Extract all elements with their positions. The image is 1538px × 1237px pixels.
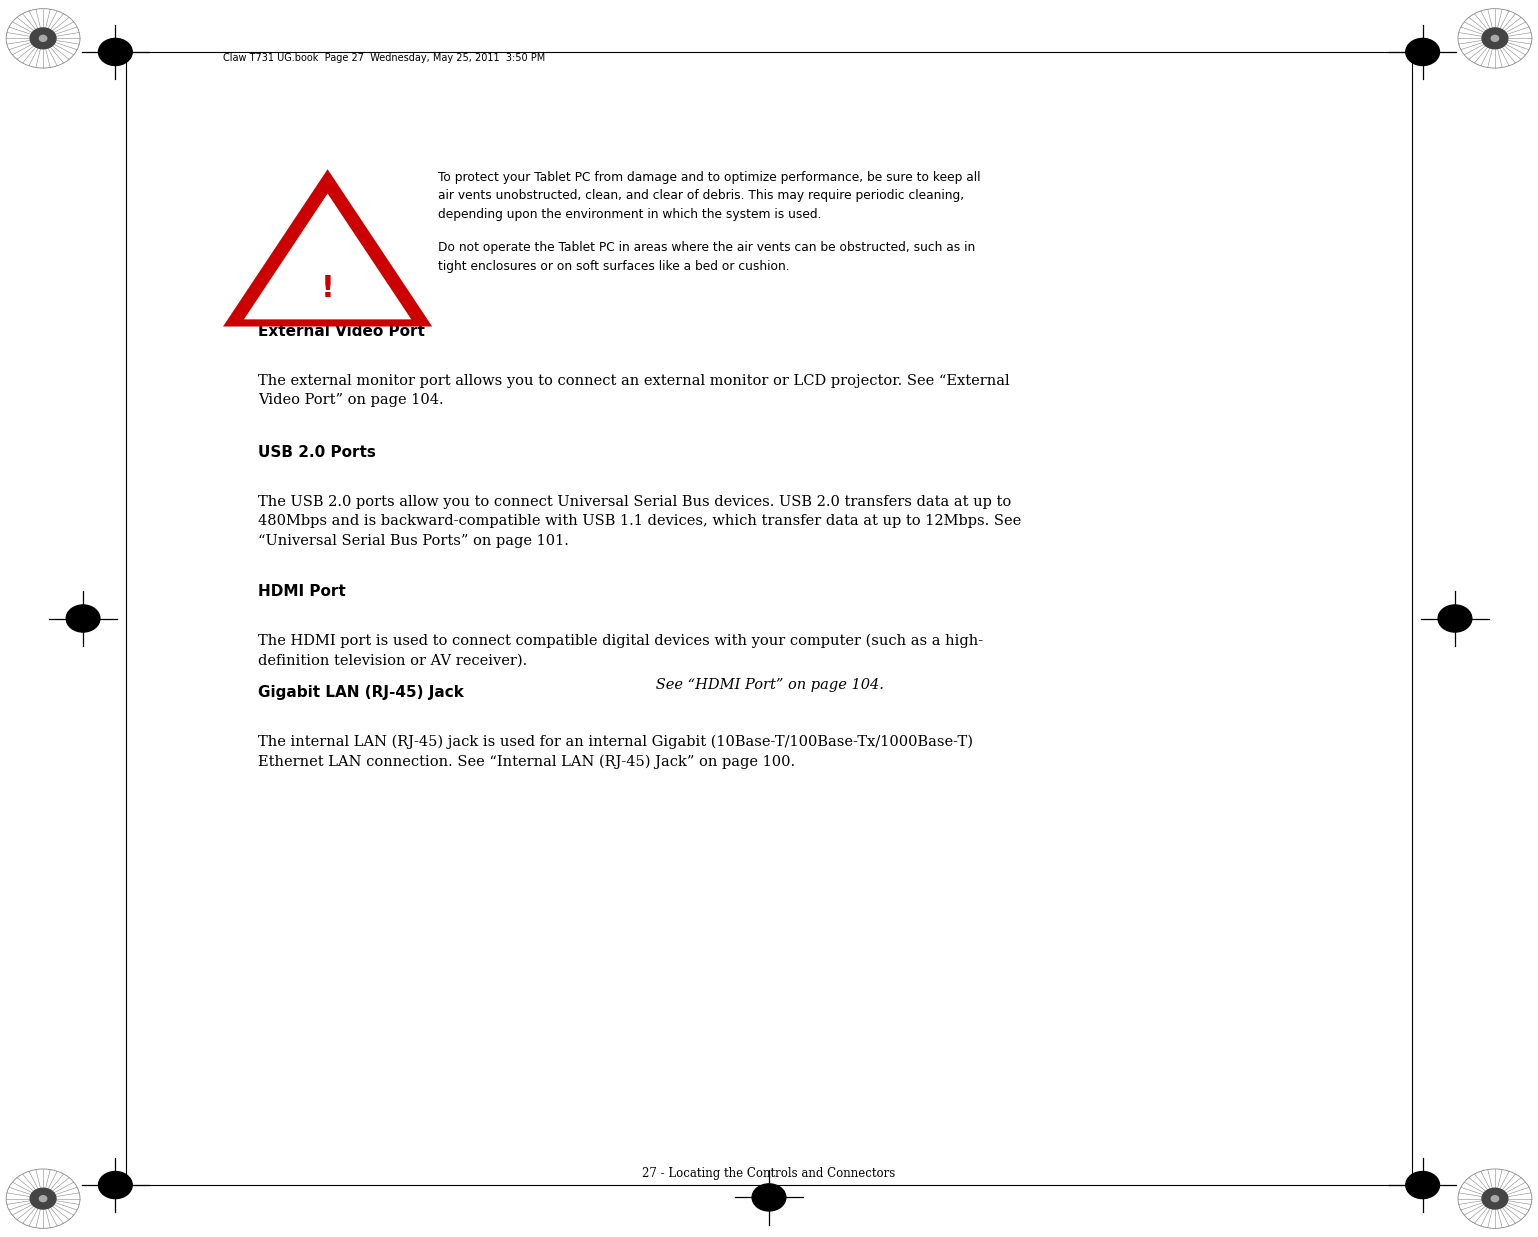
Circle shape xyxy=(1438,605,1472,632)
Circle shape xyxy=(1447,612,1463,625)
Circle shape xyxy=(98,1171,132,1199)
Circle shape xyxy=(108,46,123,58)
Circle shape xyxy=(98,38,132,66)
Text: External Video Port: External Video Port xyxy=(258,324,426,339)
Text: !: ! xyxy=(320,273,335,303)
Circle shape xyxy=(1492,36,1498,41)
Circle shape xyxy=(1483,28,1507,48)
Circle shape xyxy=(1492,1196,1498,1201)
Circle shape xyxy=(752,1184,786,1211)
Polygon shape xyxy=(223,169,432,327)
Circle shape xyxy=(66,605,100,632)
Circle shape xyxy=(108,1179,123,1191)
Text: Claw T731 UG.book  Page 27  Wednesday, May 25, 2011  3:50 PM: Claw T731 UG.book Page 27 Wednesday, May… xyxy=(223,53,546,63)
Text: See “HDMI Port” on page 104.: See “HDMI Port” on page 104. xyxy=(258,678,884,691)
Text: Gigabit LAN (RJ-45) Jack: Gigabit LAN (RJ-45) Jack xyxy=(258,685,464,700)
Polygon shape xyxy=(245,193,411,319)
Text: USB 2.0 Ports: USB 2.0 Ports xyxy=(258,445,377,460)
Circle shape xyxy=(1415,1179,1430,1191)
Text: To protect your Tablet PC from damage and to optimize performance, be sure to ke: To protect your Tablet PC from damage an… xyxy=(438,171,981,220)
Text: Do not operate the Tablet PC in areas where the air vents can be obstructed, suc: Do not operate the Tablet PC in areas wh… xyxy=(438,241,975,272)
Text: The external monitor port allows you to connect an external monitor or LCD proje: The external monitor port allows you to … xyxy=(258,374,1010,407)
Circle shape xyxy=(1406,1171,1440,1199)
Circle shape xyxy=(75,612,91,625)
Circle shape xyxy=(40,1196,46,1201)
Circle shape xyxy=(40,36,46,41)
Text: HDMI Port: HDMI Port xyxy=(258,584,346,599)
Text: The USB 2.0 ports allow you to connect Universal Serial Bus devices. USB 2.0 tra: The USB 2.0 ports allow you to connect U… xyxy=(258,495,1021,548)
Text: The internal LAN (RJ-45) jack is used for an internal Gigabit (10Base-T/100Base-: The internal LAN (RJ-45) jack is used fo… xyxy=(258,735,974,769)
Text: The HDMI port is used to connect compatible digital devices with your computer (: The HDMI port is used to connect compati… xyxy=(258,633,983,667)
Circle shape xyxy=(31,1189,55,1209)
Circle shape xyxy=(1415,46,1430,58)
Circle shape xyxy=(1406,38,1440,66)
Text: 27 - Locating the Controls and Connectors: 27 - Locating the Controls and Connector… xyxy=(643,1168,895,1180)
Circle shape xyxy=(1483,1189,1507,1209)
Circle shape xyxy=(761,1191,777,1204)
Circle shape xyxy=(31,28,55,48)
